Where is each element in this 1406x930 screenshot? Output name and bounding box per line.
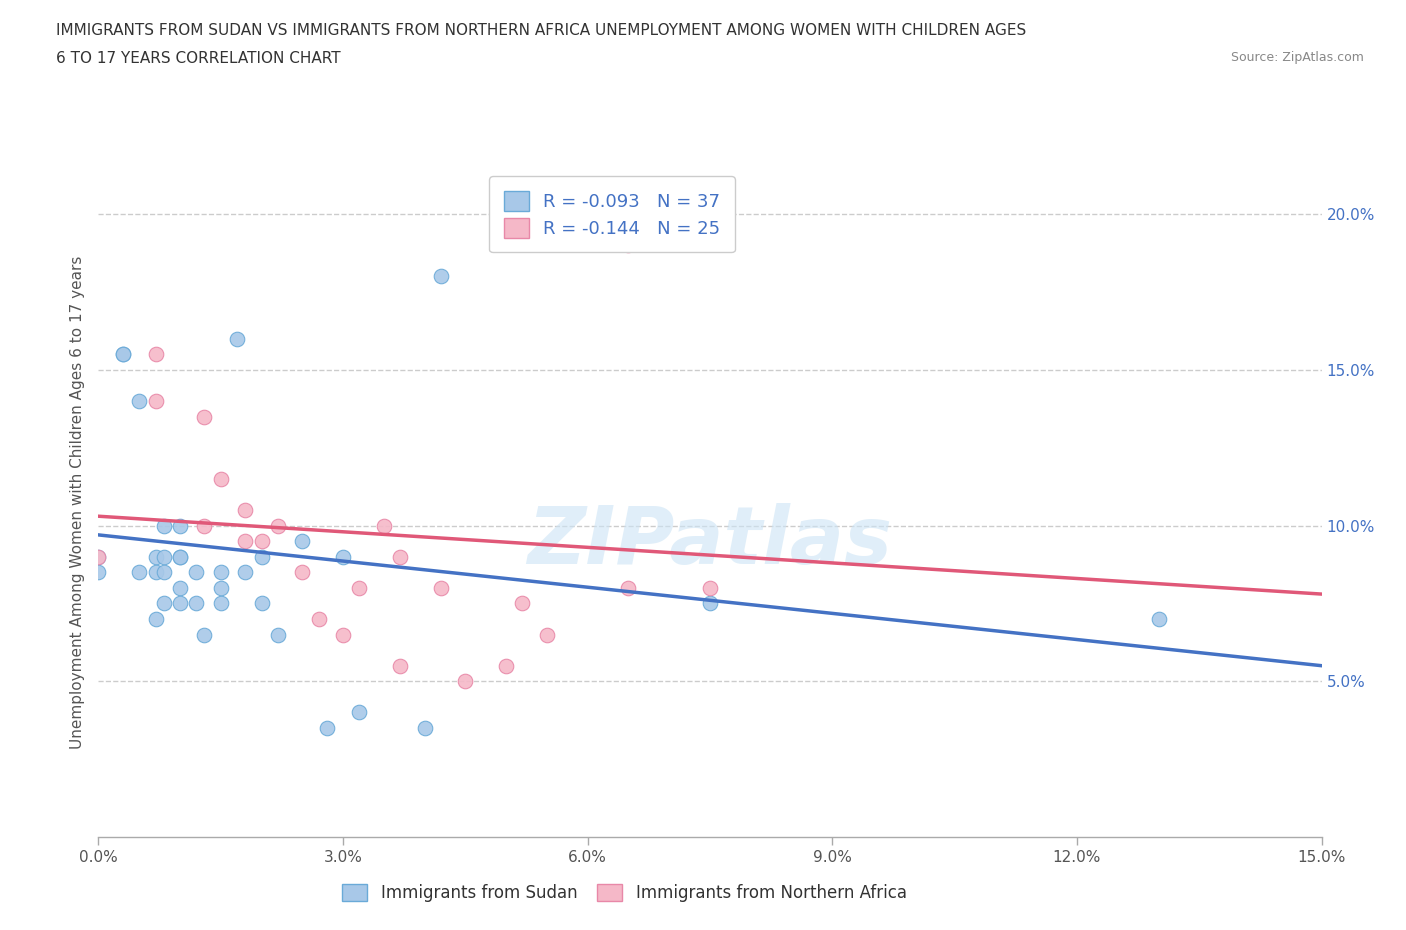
Point [699,580,721,595]
Point [389,550,412,565]
Point [512,596,534,611]
Point [128,565,150,579]
Point [87,550,110,565]
Point [152,550,174,565]
Point [349,705,371,720]
Point [193,518,215,533]
Y-axis label: Unemployment Among Women with Children Ages 6 to 17 years: Unemployment Among Women with Children A… [69,256,84,749]
Point [152,518,174,533]
Point [145,347,167,362]
Point [536,627,558,642]
Point [233,502,256,517]
Point [128,393,150,408]
Point [267,518,290,533]
Point [145,393,167,408]
Point [291,565,314,579]
Point [145,550,167,565]
Point [389,658,412,673]
Point [250,596,273,611]
Point [111,347,134,362]
Point [209,580,232,595]
Point [332,627,354,642]
Point [169,550,191,565]
Point [145,565,167,579]
Point [413,721,436,736]
Point [209,472,232,486]
Point [152,596,174,611]
Legend: Immigrants from Sudan, Immigrants from Northern Africa: Immigrants from Sudan, Immigrants from N… [336,878,914,909]
Point [233,534,256,549]
Point [193,409,215,424]
Point [169,518,191,533]
Point [169,580,191,595]
Point [1147,612,1170,627]
Point [454,674,477,689]
Point [349,580,371,595]
Point [169,550,191,565]
Point [111,347,134,362]
Point [209,565,232,579]
Point [250,550,273,565]
Point [373,518,395,533]
Point [430,269,453,284]
Point [87,550,110,565]
Text: Source: ZipAtlas.com: Source: ZipAtlas.com [1230,51,1364,64]
Point [495,658,517,673]
Point [617,580,640,595]
Point [430,580,453,595]
Point [145,612,167,627]
Point [152,565,174,579]
Point [186,596,208,611]
Point [87,565,110,579]
Point [209,596,232,611]
Point [250,534,273,549]
Text: 6 TO 17 YEARS CORRELATION CHART: 6 TO 17 YEARS CORRELATION CHART [56,51,340,66]
Point [291,534,314,549]
Point [233,565,256,579]
Point [308,612,330,627]
Text: IMMIGRANTS FROM SUDAN VS IMMIGRANTS FROM NORTHERN AFRICA UNEMPLOYMENT AMONG WOME: IMMIGRANTS FROM SUDAN VS IMMIGRANTS FROM… [56,23,1026,38]
Text: ZIPatlas: ZIPatlas [527,503,893,581]
Point [193,627,215,642]
Point [186,565,208,579]
Point [315,721,337,736]
Point [169,596,191,611]
Point [617,238,640,253]
Point [699,596,721,611]
Point [267,627,290,642]
Point [332,550,354,565]
Point [226,331,249,346]
